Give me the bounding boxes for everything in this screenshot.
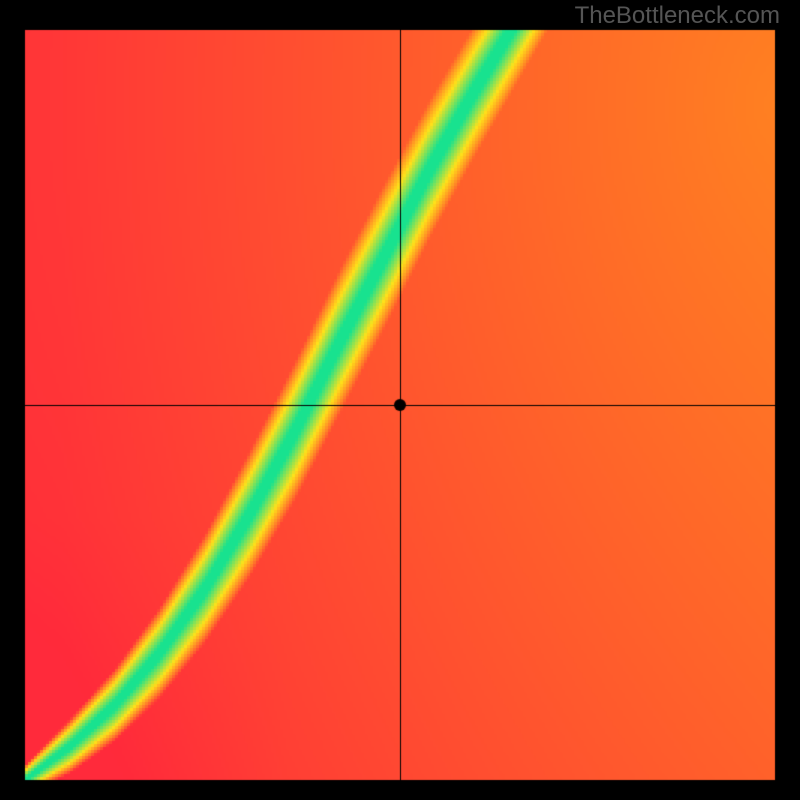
- heatmap-canvas: [0, 0, 800, 800]
- watermark-text: TheBottleneck.com: [575, 2, 780, 30]
